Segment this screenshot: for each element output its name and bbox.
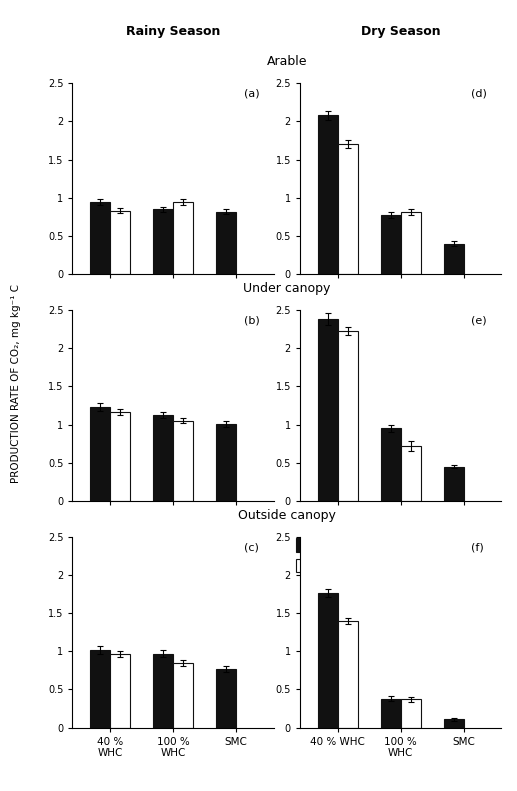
Text: PRODUCTION RATE OF CO₂, mg kg⁻¹ C: PRODUCTION RATE OF CO₂, mg kg⁻¹ C [10,284,21,483]
Bar [110,210,130,274]
Bar [90,407,110,501]
Bar [153,653,173,728]
Bar [401,446,421,501]
Bar [317,319,338,501]
Text: Dry Season: Dry Season [361,25,440,38]
Bar [216,424,236,501]
Bar [173,202,193,274]
Bar [317,593,338,728]
Text: (f): (f) [472,543,484,552]
Bar [338,331,358,501]
Bar [173,663,193,728]
Bar [381,215,401,274]
Bar [401,699,421,728]
Bar [153,415,173,501]
Legend: Control, Urea: Control, Urea [296,539,361,572]
Text: (a): (a) [244,89,260,99]
Bar [381,429,401,501]
Bar [216,211,236,274]
Bar [444,719,464,728]
Text: Under canopy: Under canopy [243,282,331,295]
Text: (d): (d) [472,89,487,99]
Text: Rainy Season: Rainy Season [126,25,220,38]
Bar [216,669,236,728]
Bar [381,698,401,728]
Bar [90,202,110,274]
Bar [110,654,130,728]
Bar [110,412,130,501]
Text: (e): (e) [472,316,487,326]
Bar [444,467,464,501]
Bar [338,144,358,274]
Bar [338,621,358,728]
Bar [153,209,173,274]
Bar [444,244,464,274]
Text: Arable: Arable [267,55,307,68]
Bar [317,115,338,274]
Bar [173,421,193,501]
Bar [90,649,110,728]
Text: (b): (b) [244,316,260,326]
Text: (c): (c) [244,543,258,552]
Bar [401,212,421,274]
Text: Outside canopy: Outside canopy [238,509,336,522]
